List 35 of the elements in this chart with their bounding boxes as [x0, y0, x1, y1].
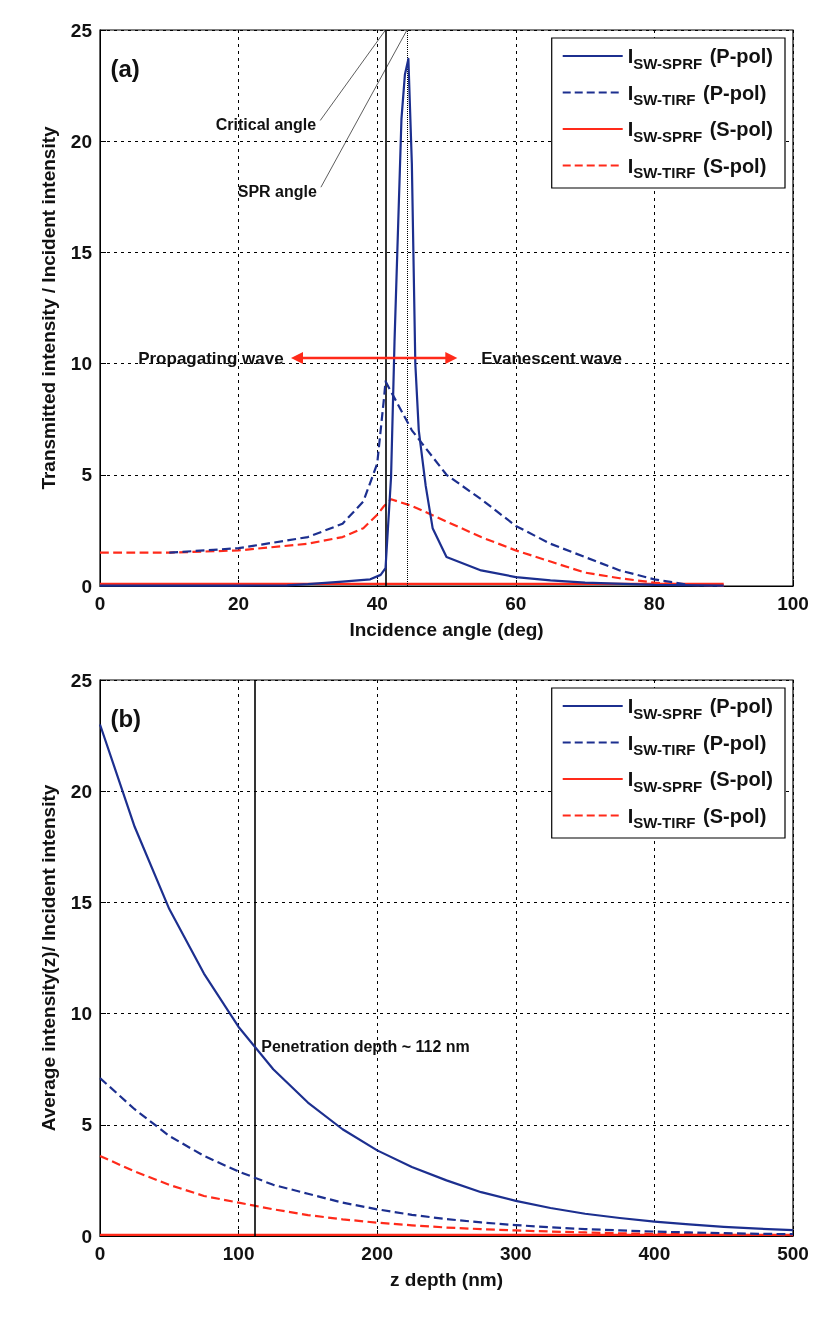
y-tick-label: 0: [81, 1225, 92, 1247]
y-tick-label: 10: [70, 353, 92, 375]
x-tick-label: 60: [505, 593, 527, 614]
ref-line-label: SPR angle: [237, 182, 317, 200]
y-axis-title: Average intensity(z)/ Incident intensity: [38, 784, 59, 1132]
x-tick-label: 400: [638, 1243, 671, 1264]
y-tick-label: 20: [70, 130, 92, 152]
x-tick-label: 100: [222, 1243, 255, 1264]
x-axis-title: z depth (nm): [390, 1269, 503, 1290]
x-axis-title: Incidence angle (deg): [349, 619, 544, 640]
ref-line-label: Penetration depth ~ 112 nm: [261, 1038, 470, 1056]
y-tick-label: 25: [70, 669, 93, 691]
ref-line-label: Critical angle: [215, 116, 317, 134]
x-tick-label: 0: [94, 1243, 106, 1264]
x-tick-label: 500: [777, 1243, 809, 1264]
x-tick-label: 80: [643, 593, 665, 614]
y-tick-label: 15: [70, 891, 93, 913]
x-tick-label: 0: [94, 593, 106, 614]
y-tick-label: 10: [70, 1003, 92, 1025]
y-tick-label: 15: [70, 241, 93, 263]
annotation: (b): [110, 705, 142, 733]
annotation: Propagating wave: [138, 348, 284, 368]
x-tick-label: 40: [366, 593, 388, 614]
y-axis-title: Transmitted intensity / Incident intensity: [38, 125, 59, 490]
x-tick-label: 300: [499, 1243, 532, 1264]
y-tick-label: 5: [81, 464, 93, 486]
annotation: Evanescent wave: [481, 348, 622, 368]
x-tick-label: 20: [228, 593, 250, 614]
annotation: (a): [110, 55, 140, 83]
x-tick-label: 200: [361, 1243, 394, 1264]
y-tick-label: 25: [70, 19, 93, 41]
y-tick-label: 20: [70, 780, 92, 802]
x-tick-label: 100: [777, 593, 809, 614]
y-tick-label: 5: [81, 1114, 93, 1136]
y-tick-label: 0: [81, 575, 92, 597]
